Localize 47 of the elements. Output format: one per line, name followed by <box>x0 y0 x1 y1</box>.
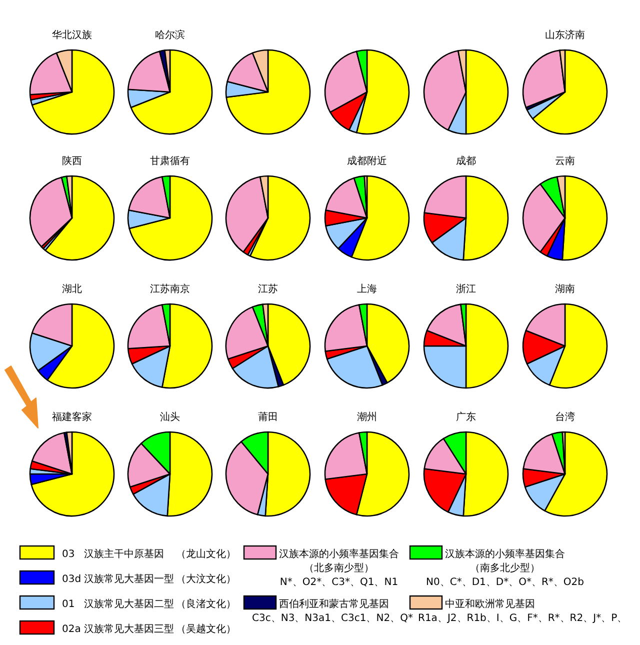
pie-slice <box>130 49 213 135</box>
text: （吴越文化） <box>176 623 236 635</box>
text: 汉族本源的小频率基因集合 <box>279 548 399 560</box>
chart-title: 潮州 <box>357 411 377 423</box>
chart-title: 陕西 <box>62 155 82 167</box>
text: 西伯利亚和蒙古常见基因 <box>279 598 389 610</box>
chart-title: 台湾 <box>555 411 575 423</box>
chart-title: 云南 <box>555 155 575 167</box>
text: （良渚文化） <box>176 598 236 610</box>
pie-slice <box>128 175 213 261</box>
text: 02a <box>62 624 81 635</box>
text: 03d <box>62 574 82 585</box>
chart-title: 湖南 <box>555 283 575 295</box>
text: N*、O2*、C3*、Q1、N1 <box>280 577 398 588</box>
text: 03 <box>62 549 75 560</box>
pie-slice <box>31 49 115 135</box>
text: 汉族主干中原基因 <box>84 548 164 560</box>
text: （大汶文化） <box>176 573 236 585</box>
chart-title: 广东 <box>456 411 476 423</box>
chart-title: 福建客家 <box>52 411 92 423</box>
text: N0、C*、D1、D*、O*、R*、O2b <box>426 577 584 588</box>
chart-title: 湖北 <box>62 283 82 295</box>
pie-slice <box>226 49 311 135</box>
chart-title: 成都 <box>456 155 476 167</box>
text: 汉族常见大基因一型 <box>84 573 174 585</box>
chart-title: 甘肃循有 <box>150 155 190 167</box>
chart-title: 莆田 <box>258 411 278 423</box>
text: R1a、J2、R1b、I、G、F*、R*、R2、J*、P、 <box>418 613 628 624</box>
chart-title: 江苏 <box>258 283 278 295</box>
text: （龙山文化） <box>176 548 236 560</box>
text: 汉族常见大基因三型 <box>84 623 174 635</box>
chart-title: 山东济南 <box>545 29 585 41</box>
chart-title: 哈尔滨 <box>155 29 185 41</box>
text: 01 <box>62 599 75 610</box>
pie-slice <box>30 431 115 517</box>
chart-title: 汕头 <box>160 411 180 423</box>
chart-title: 浙江 <box>456 283 476 295</box>
chart-title: 成都附近 <box>347 155 387 167</box>
text: 汉族本源的小频率基因集合 <box>445 548 565 560</box>
text: C3c、N3、N3a1、C3c1、N2、Q* <box>252 613 413 624</box>
text: 中亚和欧洲常见基因 <box>445 598 535 610</box>
chart-title: 华北汉族 <box>52 29 92 41</box>
text: （南多北少型） <box>470 562 540 574</box>
chart-title: 上海 <box>357 283 377 295</box>
chart-title: 江苏南京 <box>150 283 190 295</box>
text: （北多南少型） <box>304 562 374 574</box>
text: 汉族常见大基因二型 <box>84 598 174 610</box>
